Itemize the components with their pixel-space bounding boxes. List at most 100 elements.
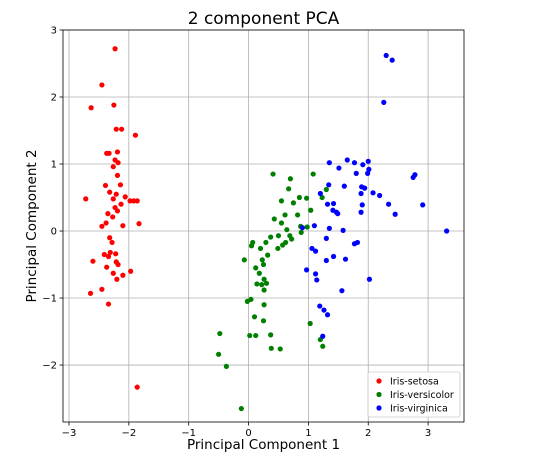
data-point [353,170,359,176]
x-tick-label: 2 [365,428,371,439]
data-point [366,276,373,282]
data-point [444,228,450,234]
data-point [105,211,111,217]
data-point [326,225,332,231]
data-point [107,235,113,241]
data-point [119,126,125,132]
data-point [289,236,295,242]
data-point [248,243,255,249]
data-point [106,150,112,156]
data-point [101,251,107,258]
data-point [326,182,332,188]
data-point [216,351,222,357]
data-point [278,220,285,226]
data-point [320,333,326,339]
data-point [111,102,117,108]
data-point [323,186,329,193]
data-point [261,287,267,293]
data-point [112,46,118,52]
data-point [254,281,260,287]
legend-label: Iris-virginica [390,403,448,414]
data-point [120,223,126,229]
data-point [330,253,337,260]
data-point [385,201,392,207]
data-point [114,172,121,179]
series-1 [216,171,329,412]
data-point [336,165,342,171]
data-point [127,198,133,204]
data-point [312,271,319,277]
data-point [351,241,358,247]
data-point [351,160,358,166]
data-point [360,162,366,168]
data-point [381,99,387,105]
data-point [268,332,274,338]
data-point [296,194,303,201]
data-point [104,264,110,270]
data-point [118,201,124,207]
data-point [113,126,119,132]
data-point [115,160,121,166]
data-point [244,298,250,304]
x-tick-label: −2 [121,428,136,439]
data-point [362,185,368,191]
data-point [370,190,376,196]
data-point [128,268,134,274]
data-point [303,195,310,201]
data-point [310,171,316,177]
data-point [303,267,310,273]
data-point [420,202,426,208]
data-point [286,186,292,192]
data-point [270,171,276,177]
data-point [319,194,325,201]
data-point [410,174,416,181]
y-tick-label: 0 [51,227,57,238]
data-point [120,272,126,278]
data-point [114,276,120,282]
data-point [110,214,116,220]
data-point [114,208,121,214]
data-point [377,192,383,199]
data-point [284,227,290,233]
data-point [253,332,259,339]
data-point [312,248,319,254]
data-point [134,198,140,204]
data-point [299,225,306,231]
data-point [311,223,317,229]
chart-title: 2 component PCA [188,9,340,29]
data-point [295,212,301,218]
data-point [271,216,277,222]
data-point [317,190,323,197]
data-point [105,301,112,307]
data-point [365,170,371,176]
data-point [113,251,119,257]
data-point [99,223,105,229]
data-point [261,302,267,308]
data-point [323,235,329,241]
data-point [261,276,267,282]
data-point [326,160,332,166]
data-point [113,191,119,197]
data-point [87,290,94,296]
y-tick-label: −1 [42,294,57,305]
data-point [247,332,253,339]
data-point [307,320,313,327]
data-point [268,345,274,351]
data-point [317,303,323,309]
data-point [323,257,329,264]
data-point [321,307,327,313]
data-point [263,239,269,246]
data-point [257,245,264,252]
data-points [83,46,450,412]
data-point [103,220,109,226]
data-point [383,52,389,59]
data-point [290,200,297,206]
data-point [278,198,285,204]
data-point [122,194,128,200]
data-point [339,288,345,294]
data-point [110,196,116,202]
data-point [340,227,346,233]
data-point [392,211,398,217]
data-point [342,256,349,262]
data-point [110,270,116,276]
